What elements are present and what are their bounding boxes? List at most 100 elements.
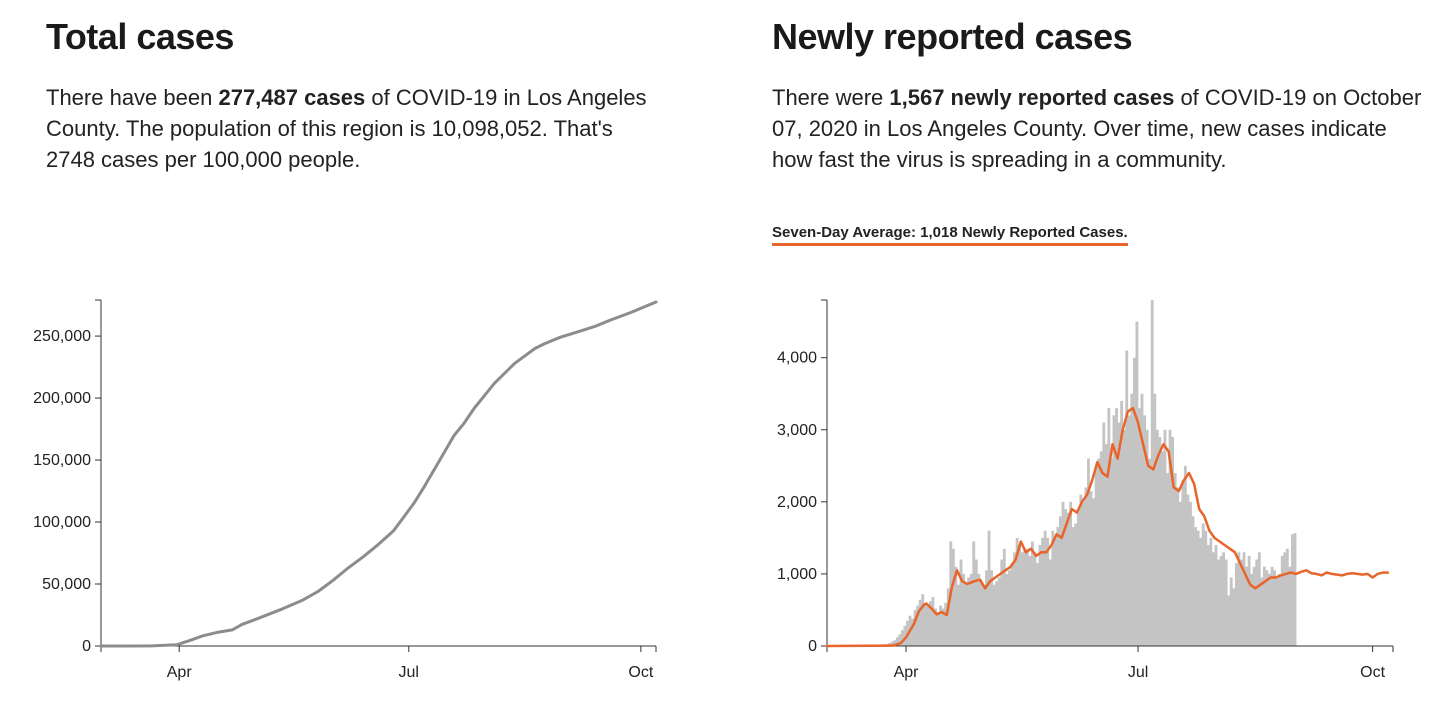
new-cases-bar	[1115, 408, 1118, 647]
new-cases-bar	[1178, 501, 1182, 646]
new-cases-bar	[1158, 436, 1162, 646]
new-cases-bar	[1053, 537, 1057, 647]
new-cases-bar	[1283, 552, 1287, 646]
new-cases-bar	[977, 573, 981, 646]
new-cases-bar	[1081, 501, 1085, 646]
new-cases-bar	[1199, 537, 1203, 647]
new-desc-tail: of COVID-19 on October 07, 2020 in Los A…	[772, 85, 1422, 172]
new-cases-bar	[964, 582, 968, 646]
new-cases-bar	[1135, 321, 1139, 647]
new-cases-bar	[1173, 473, 1177, 646]
new-cases-bar	[1155, 429, 1159, 646]
new-cases-bar	[1257, 552, 1261, 646]
new-cases-bar	[1038, 545, 1042, 646]
new-cases-bar	[1076, 509, 1080, 646]
new-cases-bar	[1186, 494, 1190, 647]
new-cases-bar	[939, 605, 943, 646]
new-cases-bar	[959, 559, 963, 646]
new-cases-bar	[1247, 555, 1251, 646]
total-cases-count: 277,487 cases	[218, 85, 366, 110]
new-cases-bar	[1176, 487, 1180, 646]
new-cases-bar	[890, 641, 894, 646]
new-cases-bar	[1262, 566, 1266, 646]
total-cases-chart: 0 50,000 100,000 150,000 200,000 250,000 Apr Ju…	[33, 299, 658, 681]
new-cases-bar	[962, 573, 965, 646]
new-cases-bar	[997, 577, 1001, 646]
new-cases-bar	[1237, 552, 1241, 646]
new-cases-bar	[1005, 573, 1009, 646]
new-cases-bar	[1214, 545, 1218, 646]
new-cases-bar	[995, 581, 999, 647]
new-cases-bar	[1120, 400, 1124, 646]
new-cases-bar	[934, 608, 937, 646]
new-cases-bar	[1288, 566, 1292, 646]
new-cases-bar	[895, 637, 899, 646]
total-y-tick-label: 250,000	[33, 328, 91, 345]
new-cases-bar	[1041, 537, 1045, 647]
new-cases-bar	[1278, 573, 1282, 646]
new-cases-bar	[1000, 559, 1004, 646]
new-cases-bar	[985, 570, 988, 646]
new-cases-bar	[954, 566, 958, 646]
new-cases-bar	[911, 618, 914, 646]
total-y-tick-label: 150,000	[33, 452, 91, 469]
new-cases-bar	[1064, 509, 1067, 646]
new-cases-bar	[972, 541, 976, 646]
new-x-tick-label: Jul	[1128, 664, 1148, 681]
new-cases-bar	[928, 601, 932, 646]
new-cases-bar	[1181, 480, 1185, 646]
new-cases-bar	[1275, 577, 1279, 646]
new-cases-bar	[1191, 516, 1195, 646]
new-cases-count: 1,567 newly reported cases	[889, 85, 1175, 110]
new-cases-bar	[1211, 552, 1215, 646]
new-cases-bar	[926, 606, 930, 646]
total-desc-tail: of COVID-19 in Los Angeles County. The p…	[46, 85, 647, 172]
new-cases-bar	[1293, 533, 1297, 646]
new-cases-bar	[1127, 415, 1131, 646]
total-y-tick-label: 100,000	[33, 514, 91, 531]
new-cases-bar	[1110, 458, 1113, 646]
new-cases-bar	[951, 548, 955, 646]
new-cases-bar	[1285, 548, 1289, 646]
total-cases-description: There have been 277,487 cases of COVID-1…	[46, 82, 666, 175]
new-cases-bar	[1079, 494, 1083, 647]
seven-day-average-line	[825, 406, 1390, 648]
new-cases-bar	[1010, 563, 1014, 646]
new-desc-lead: There were	[772, 85, 890, 110]
new-cases-bar	[1117, 422, 1121, 646]
new-cases-bar	[1163, 429, 1167, 646]
new-cases-bar	[979, 581, 983, 647]
new-cases-bar	[1148, 458, 1152, 646]
new-cases-bar	[1240, 559, 1243, 646]
new-cases-bar	[1201, 523, 1205, 646]
new-cases-bar	[990, 570, 994, 646]
new-cases-bar	[1013, 552, 1016, 646]
new-y-tick-label: 3,000	[777, 422, 817, 439]
new-cases-bar	[1033, 552, 1037, 646]
new-cases-bar	[1036, 563, 1039, 646]
new-cases-bar	[1030, 541, 1034, 646]
new-cases-bar	[1252, 566, 1256, 646]
new-y-tick-label: 1,000	[777, 566, 817, 583]
new-cases-bar	[1018, 545, 1022, 646]
new-cases-bar	[1104, 444, 1108, 646]
new-cases-bar	[918, 599, 922, 646]
new-cases-bar	[1094, 465, 1098, 646]
new-cases-bar	[893, 640, 897, 646]
new-cases-description: There were 1,567 newly reported cases of…	[772, 82, 1422, 175]
new-cases-bar	[1140, 393, 1144, 646]
new-cases-bar	[1020, 552, 1024, 646]
new-y-tick-label: 0	[808, 638, 817, 655]
new-cases-bar	[900, 630, 904, 646]
new-cases-bar	[1046, 537, 1050, 647]
new-cases-bar	[1099, 451, 1103, 647]
new-cases-title: Newly reported cases	[772, 16, 1133, 57]
new-cases-bar	[946, 588, 950, 646]
total-cases-line	[99, 300, 658, 648]
new-cases-bar	[923, 602, 927, 646]
new-cases-bar	[1107, 408, 1111, 647]
new-cases-bar	[898, 634, 902, 646]
new-cases-bar	[1245, 566, 1248, 646]
new-cases-bar	[957, 584, 960, 646]
total-y-tick-label: 0	[82, 638, 91, 655]
